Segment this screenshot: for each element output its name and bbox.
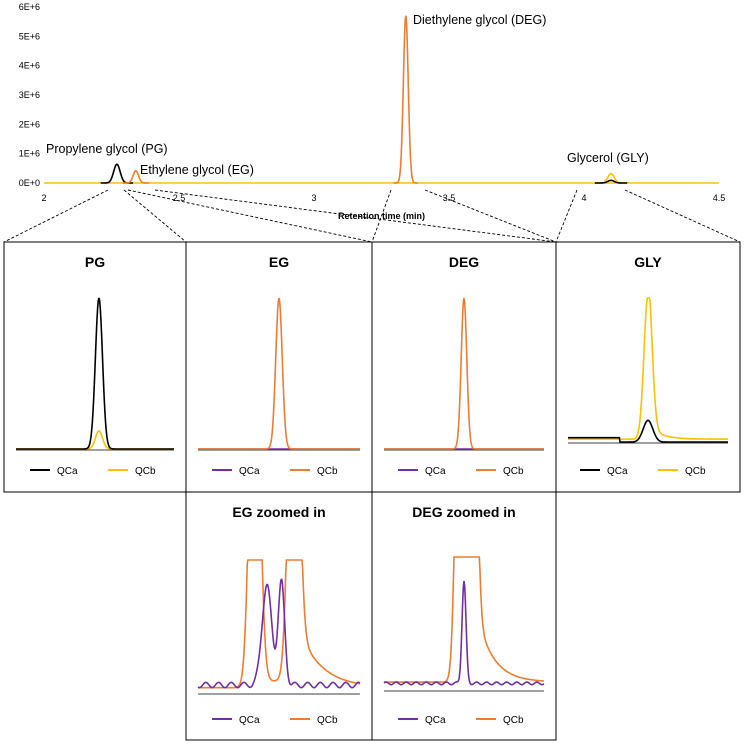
legend-label-qcb: QCb bbox=[317, 466, 338, 477]
panel-title: EG zoomed in bbox=[232, 504, 325, 520]
peak-annotation: Propylene glycol (PG) bbox=[46, 142, 168, 156]
main-chromatogram: 0E+0 1E+6 2E+6 3E+6 4E+6 5E+6 6E+6 2 2.5 3 3.5 4 4.5… bbox=[19, 2, 726, 221]
peak-annotation: Diethylene glycol (DEG) bbox=[413, 13, 546, 27]
legend-label-qca: QCa bbox=[239, 715, 260, 726]
x-tick-label: 4.5 bbox=[713, 193, 726, 203]
legend-label-qca: QCa bbox=[425, 466, 446, 477]
peak-gly bbox=[594, 172, 628, 184]
connector-line bbox=[123, 189, 187, 243]
peak-deg bbox=[393, 15, 418, 184]
panel-frame bbox=[371, 491, 557, 741]
panel-title: DEG zoomed in bbox=[412, 504, 515, 520]
x-tick-label: 3 bbox=[311, 193, 316, 203]
x-tick-label: 4 bbox=[581, 193, 586, 203]
connector-line bbox=[624, 189, 741, 243]
y-tick-label: 3E+6 bbox=[19, 90, 40, 100]
y-tick-label: 5E+6 bbox=[19, 31, 40, 41]
legend-label-qca: QCa bbox=[239, 466, 260, 477]
legend-label-qcb: QCb bbox=[317, 715, 338, 726]
connector-line bbox=[154, 189, 557, 243]
series-qca bbox=[197, 578, 361, 689]
y-tick-label: 2E+6 bbox=[19, 119, 40, 129]
series-qcb bbox=[384, 556, 545, 683]
legend-label-qca: QCa bbox=[425, 715, 446, 726]
legend-label-qcb: QCb bbox=[503, 715, 524, 726]
x-tick-label: 2.5 bbox=[173, 193, 186, 203]
panel-deg: DEG QCa QCb bbox=[371, 241, 557, 493]
panel-frame bbox=[555, 241, 741, 493]
panel-frame bbox=[371, 241, 557, 493]
series-qcb bbox=[16, 429, 174, 450]
peak-annotation: Ethylene glycol (EG) bbox=[140, 163, 254, 177]
series-qca bbox=[383, 580, 545, 686]
series-qca bbox=[568, 419, 728, 443]
legend-label-qcb: QCb bbox=[135, 466, 156, 477]
panel-gly: GLY QCa QCb bbox=[555, 241, 741, 493]
y-tick-label: 4E+6 bbox=[19, 61, 40, 71]
peak-gly bbox=[594, 179, 628, 184]
x-tick-label: 2 bbox=[41, 193, 46, 203]
connector-line bbox=[424, 189, 557, 243]
series-qcb bbox=[198, 559, 361, 689]
legend-label-qca: QCa bbox=[607, 466, 628, 477]
connector-line bbox=[3, 189, 109, 243]
panel-eg-zoomed-in: EG zoomed in QCa QCb bbox=[185, 491, 373, 741]
series-qcb bbox=[198, 297, 360, 450]
peak-eg bbox=[122, 169, 150, 184]
peak-annotation: Glycerol (GLY) bbox=[567, 151, 649, 165]
legend-label-qcb: QCb bbox=[503, 466, 524, 477]
series-qcb bbox=[568, 297, 728, 440]
panel-title: PG bbox=[85, 254, 105, 270]
x-tick-label: 3.5 bbox=[443, 193, 456, 203]
peak-pg bbox=[100, 163, 134, 184]
panel-eg: EG QCa QCb bbox=[185, 241, 373, 493]
series-qcb bbox=[384, 297, 544, 450]
series-qca bbox=[16, 297, 174, 450]
panel-frame bbox=[185, 241, 373, 493]
connector-line bbox=[127, 189, 373, 243]
panel-title: DEG bbox=[449, 254, 479, 270]
connector-line bbox=[555, 189, 578, 243]
legend-label-qcb: QCb bbox=[685, 466, 706, 477]
y-tick-label: 0E+0 bbox=[19, 178, 40, 188]
connector-line bbox=[371, 189, 392, 243]
panel-title: GLY bbox=[634, 254, 662, 270]
zoom-connector-lines bbox=[3, 189, 741, 243]
legend-label-qca: QCa bbox=[57, 466, 78, 477]
y-tick-label: 6E+6 bbox=[19, 2, 40, 12]
panel-deg-zoomed-in: DEG zoomed in QCa QCb bbox=[371, 491, 557, 741]
panel-title: EG bbox=[269, 254, 289, 270]
y-tick-label: 1E+6 bbox=[19, 149, 40, 159]
panel-pg: PG QCa QCb bbox=[3, 241, 187, 493]
